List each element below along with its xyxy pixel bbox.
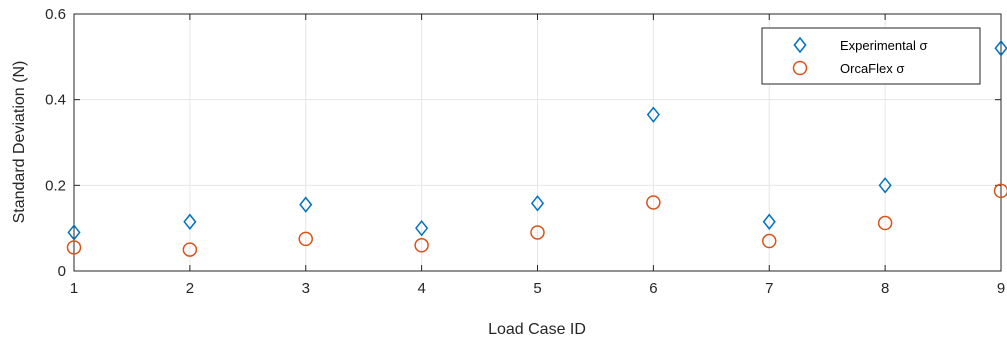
diamond-point bbox=[878, 177, 892, 194]
x-tick-label: 4 bbox=[417, 280, 425, 297]
x-tick-label: 5 bbox=[533, 280, 541, 297]
legend-label: Experimental σ bbox=[840, 38, 928, 53]
diamond-point bbox=[299, 196, 313, 213]
y-tick-label: 0.4 bbox=[45, 92, 66, 109]
x-axis-label: Load Case ID bbox=[488, 321, 586, 338]
legend-circle-icon bbox=[792, 60, 808, 76]
series-orcaflex bbox=[66, 183, 1007, 257]
y-axis-label: Standard Deviation (N) bbox=[11, 61, 28, 224]
x-tick-label: 8 bbox=[881, 280, 889, 297]
circle-point bbox=[877, 215, 893, 231]
y-tick-label: 0.6 bbox=[45, 6, 66, 23]
grid-lines bbox=[74, 14, 1001, 271]
x-tick-label: 7 bbox=[765, 280, 773, 297]
x-tick-label: 2 bbox=[186, 280, 194, 297]
circle-point bbox=[182, 242, 198, 257]
circle-point bbox=[646, 195, 661, 210]
circle-point bbox=[530, 225, 545, 240]
diamond-point bbox=[67, 224, 81, 241]
circle-point bbox=[993, 183, 1007, 199]
legend-label: OrcaFlex σ bbox=[840, 61, 904, 76]
diamond-point bbox=[415, 219, 429, 237]
diamond-point bbox=[530, 195, 545, 212]
data-marks bbox=[66, 40, 1007, 257]
series-experimental bbox=[67, 40, 1007, 241]
y-tick-label: 0 bbox=[58, 263, 66, 280]
x-tick-label: 3 bbox=[302, 280, 310, 297]
circle-point bbox=[414, 238, 429, 253]
x-tick-label: 6 bbox=[649, 280, 657, 297]
x-tick-label: 9 bbox=[997, 280, 1005, 297]
diamond-point bbox=[646, 106, 660, 123]
legend: Experimental σ OrcaFlex σ bbox=[761, 27, 981, 85]
circle-point bbox=[66, 240, 82, 255]
diamond-point bbox=[994, 40, 1007, 57]
y-tick-label: 0.2 bbox=[45, 177, 66, 194]
axes: 1 2 3 4 5 6 7 8 9 0 0.2 0.4 0.6 bbox=[45, 6, 1005, 297]
diamond-point bbox=[183, 213, 197, 230]
x-tick-label: 1 bbox=[70, 280, 78, 297]
circle-point bbox=[762, 233, 777, 249]
circle-point bbox=[298, 231, 313, 247]
diamond-point bbox=[762, 213, 776, 230]
legend-diamond-icon bbox=[793, 36, 807, 54]
